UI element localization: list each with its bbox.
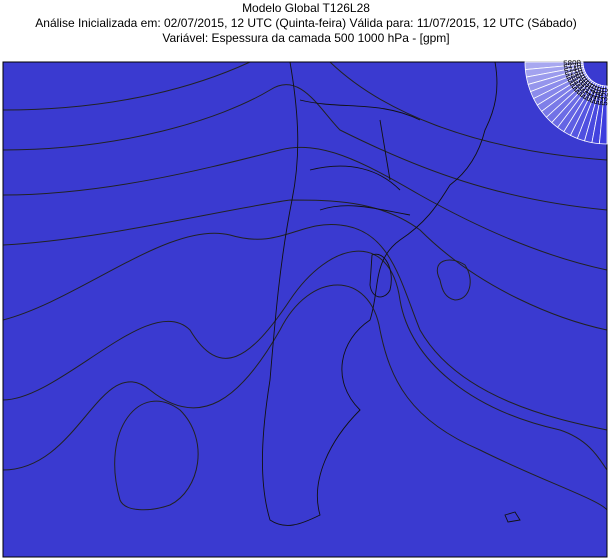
band bbox=[437, 259, 471, 301]
coastline bbox=[369, 253, 521, 523]
legend: 5800577057405710568056505620559055605530… bbox=[524, 58, 610, 145]
band bbox=[114, 400, 199, 511]
coastline bbox=[262, 62, 498, 526]
legend-swatch bbox=[598, 85, 608, 145]
border bbox=[299, 99, 421, 216]
map bbox=[2, 61, 608, 558]
subtitle: Análise Inicializada em: 02/07/2015, 12 … bbox=[35, 16, 576, 30]
legend-label: 5770 bbox=[563, 61, 582, 72]
legend-label: 5800 bbox=[563, 58, 582, 68]
title: Modelo Global T126L28 bbox=[242, 1, 370, 15]
variable: Variável: Espessura da camada 500 1000 h… bbox=[162, 31, 449, 45]
map-frame bbox=[2, 61, 608, 558]
band bbox=[3, 199, 607, 557]
band bbox=[3, 62, 607, 557]
band bbox=[3, 223, 607, 557]
band bbox=[3, 146, 607, 557]
band bbox=[3, 250, 607, 557]
band bbox=[3, 284, 607, 557]
band bbox=[3, 84, 607, 557]
legend-label: 5350 bbox=[596, 87, 607, 106]
legend-label: 5320 bbox=[600, 87, 610, 106]
band bbox=[3, 62, 607, 557]
